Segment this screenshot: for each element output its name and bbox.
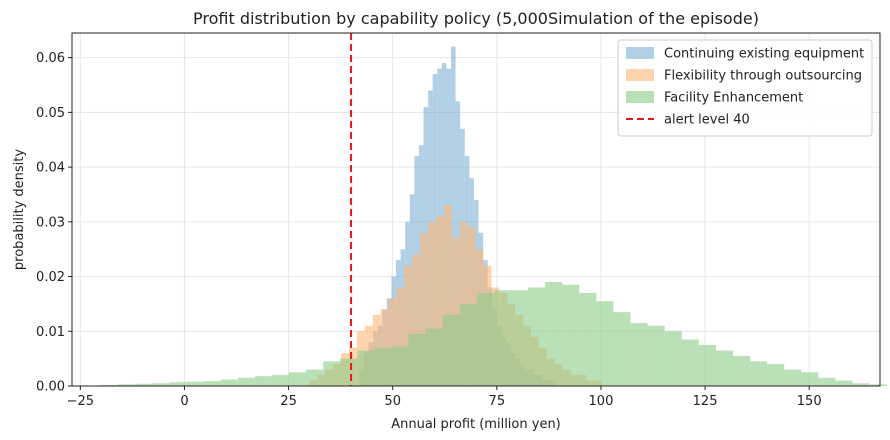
histogram-bar bbox=[340, 358, 358, 386]
y-tick-label: 0.05 bbox=[36, 106, 65, 121]
legend-swatch bbox=[626, 47, 654, 59]
x-tick-label: 50 bbox=[384, 394, 401, 409]
legend-label: Flexibility through outsourcing bbox=[664, 69, 862, 84]
histogram-bar bbox=[613, 312, 631, 386]
histogram-bar bbox=[767, 364, 785, 386]
histogram-bar bbox=[101, 384, 119, 386]
histogram-bar bbox=[186, 381, 204, 386]
histogram-bar bbox=[374, 347, 392, 386]
histogram-bar bbox=[596, 301, 614, 386]
y-tick-label: 0.03 bbox=[36, 215, 65, 230]
y-axis-title: probability density bbox=[12, 149, 27, 270]
histogram-bar bbox=[493, 290, 511, 386]
histogram-bar bbox=[357, 350, 375, 386]
histogram-bar bbox=[801, 372, 819, 386]
histogram-bar bbox=[664, 331, 682, 386]
series-3-bars bbox=[101, 282, 887, 386]
histogram-bar bbox=[203, 381, 221, 386]
histogram-bar bbox=[732, 355, 751, 386]
histogram-bar bbox=[681, 339, 699, 386]
ticks-layer: −25 0 25 50 75 100 125 150 0.00 0.01 0.02 0.03 0.04 0… bbox=[36, 51, 822, 409]
histogram-bar bbox=[404, 265, 413, 386]
histogram-bar bbox=[442, 314, 460, 386]
legend-box bbox=[617, 39, 873, 137]
histogram-bar bbox=[715, 350, 733, 386]
histogram-bar bbox=[420, 232, 429, 386]
x-tick-label: 0 bbox=[180, 394, 188, 409]
histogram-bar bbox=[750, 361, 768, 386]
legend-label: Facility Enhancement bbox=[664, 91, 803, 106]
histogram-bar bbox=[443, 205, 452, 386]
histogram-bar bbox=[698, 344, 716, 386]
x-tick-label: 150 bbox=[797, 394, 822, 409]
histogram-bar bbox=[562, 284, 580, 386]
histogram-bar bbox=[579, 292, 597, 386]
histogram-bar bbox=[237, 377, 255, 386]
x-tick-label: −25 bbox=[67, 394, 94, 409]
legend-swatch bbox=[626, 69, 654, 81]
histogram-bar bbox=[451, 46, 456, 387]
histogram-bar bbox=[306, 369, 324, 386]
histogram-bar bbox=[436, 216, 444, 386]
y-tick-label: 0.02 bbox=[36, 270, 65, 285]
histogram-bar bbox=[135, 383, 153, 386]
histogram-bar bbox=[459, 303, 477, 386]
x-axis-title: Annual profit (million yen) bbox=[391, 417, 561, 432]
bars-layer bbox=[101, 46, 887, 387]
histogram-bar bbox=[408, 334, 426, 386]
histogram-bar bbox=[835, 380, 853, 386]
histogram-bar bbox=[412, 254, 421, 386]
histogram-bar bbox=[254, 376, 272, 386]
histogram-bar bbox=[428, 221, 437, 386]
histogram-bar bbox=[288, 372, 307, 386]
plot-frame bbox=[71, 32, 881, 387]
histogram-bar bbox=[220, 379, 238, 386]
histogram-bar bbox=[388, 298, 397, 386]
histogram-bar bbox=[510, 290, 529, 386]
histogram-bar bbox=[271, 375, 289, 386]
histogram-bar bbox=[528, 287, 546, 386]
y-tick-label: 0.06 bbox=[36, 51, 65, 66]
histogram-bar bbox=[630, 323, 648, 386]
histogram-bar bbox=[784, 369, 802, 386]
x-tick-label: 125 bbox=[693, 394, 718, 409]
x-tick-label: 25 bbox=[280, 394, 297, 409]
histogram-bar bbox=[425, 328, 443, 386]
histogram-bar bbox=[152, 383, 170, 386]
x-tick-label: 100 bbox=[589, 394, 614, 409]
legend-label: Continuing existing equipment bbox=[664, 47, 864, 62]
histogram-bar bbox=[647, 325, 665, 386]
histogram-bar bbox=[396, 287, 405, 386]
x-tick-label: 75 bbox=[489, 394, 506, 409]
histogram-bar bbox=[323, 361, 341, 386]
legend-label: alert level 40 bbox=[664, 113, 750, 128]
y-tick-label: 0.04 bbox=[36, 161, 65, 176]
histogram-bar bbox=[818, 377, 836, 386]
histogram-bar bbox=[169, 382, 187, 386]
chart-title: Profit distribution by capability policy… bbox=[193, 9, 759, 28]
histogram-bar bbox=[869, 384, 887, 386]
histogram-bar bbox=[476, 292, 494, 386]
histogram-bar bbox=[852, 383, 870, 386]
histogram-bar bbox=[118, 384, 136, 386]
y-tick-label: 0.01 bbox=[36, 325, 65, 340]
histogram-bar bbox=[545, 282, 563, 386]
legend: Continuing existing equipment Flexibility… bbox=[617, 39, 873, 137]
y-tick-label: 0.00 bbox=[36, 380, 65, 395]
histogram-bar bbox=[391, 346, 409, 386]
legend-swatch bbox=[626, 91, 654, 103]
histogram-bar bbox=[451, 238, 460, 386]
